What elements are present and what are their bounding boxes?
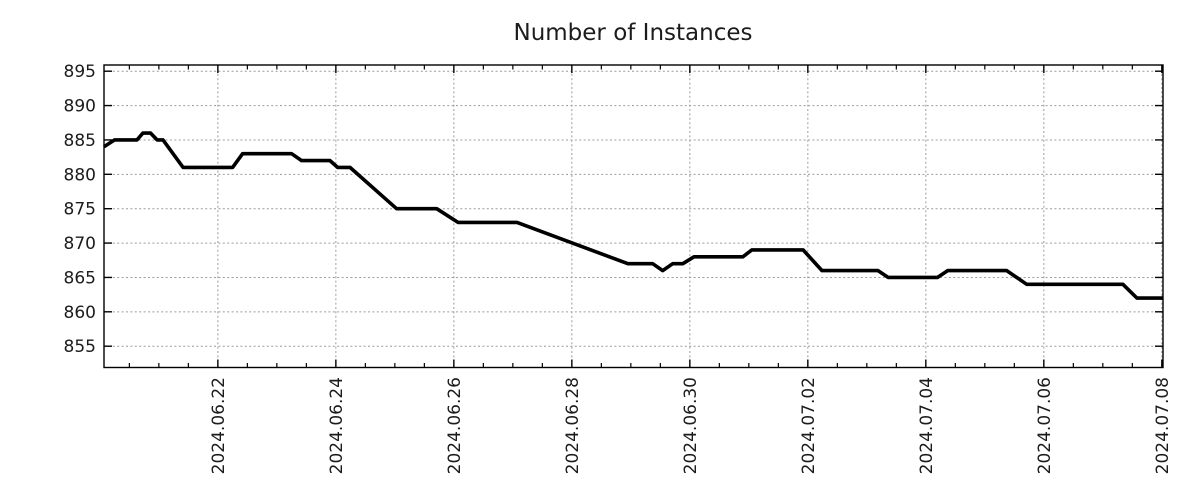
grid-layer bbox=[104, 65, 1163, 368]
x-tick-label: 2024.06.28 bbox=[563, 377, 583, 474]
x-tick-label: 2024.07.02 bbox=[799, 377, 819, 474]
series-line-instances bbox=[103, 131, 1163, 300]
y-tick-labels: 855 860 865 870 875 880 885 890 895 bbox=[64, 62, 96, 357]
y-tick-label: 880 bbox=[64, 165, 96, 185]
x-tick-labels: 2024.06.22 2024.06.24 2024.06.26 2024.06.28… bbox=[209, 377, 1173, 474]
x-tick-label: 2024.07.06 bbox=[1035, 377, 1055, 474]
series-layer bbox=[103, 131, 1163, 300]
x-tick-label: 2024.07.04 bbox=[917, 377, 937, 474]
plot-border bbox=[103, 64, 1164, 369]
y-tick-label: 890 bbox=[64, 97, 96, 117]
x-tick-label: 2024.06.26 bbox=[445, 377, 465, 474]
x-tick-label: 2024.06.22 bbox=[209, 377, 229, 474]
x-tick-label: 2024.06.30 bbox=[681, 377, 701, 474]
y-tick-label: 875 bbox=[64, 200, 96, 220]
y-tick-label: 895 bbox=[64, 62, 96, 82]
y-tick-label: 870 bbox=[64, 234, 96, 254]
y-tick-label: 855 bbox=[64, 337, 96, 357]
x-tick-label: 2024.07.08 bbox=[1153, 377, 1173, 474]
y-tick-label: 865 bbox=[64, 268, 96, 288]
tick-layer bbox=[104, 65, 1163, 368]
chart-title: Number of Instances bbox=[514, 20, 753, 46]
x-tick-label: 2024.06.24 bbox=[327, 377, 347, 474]
y-tick-label: 885 bbox=[64, 131, 96, 151]
y-tick-label: 860 bbox=[64, 303, 96, 323]
